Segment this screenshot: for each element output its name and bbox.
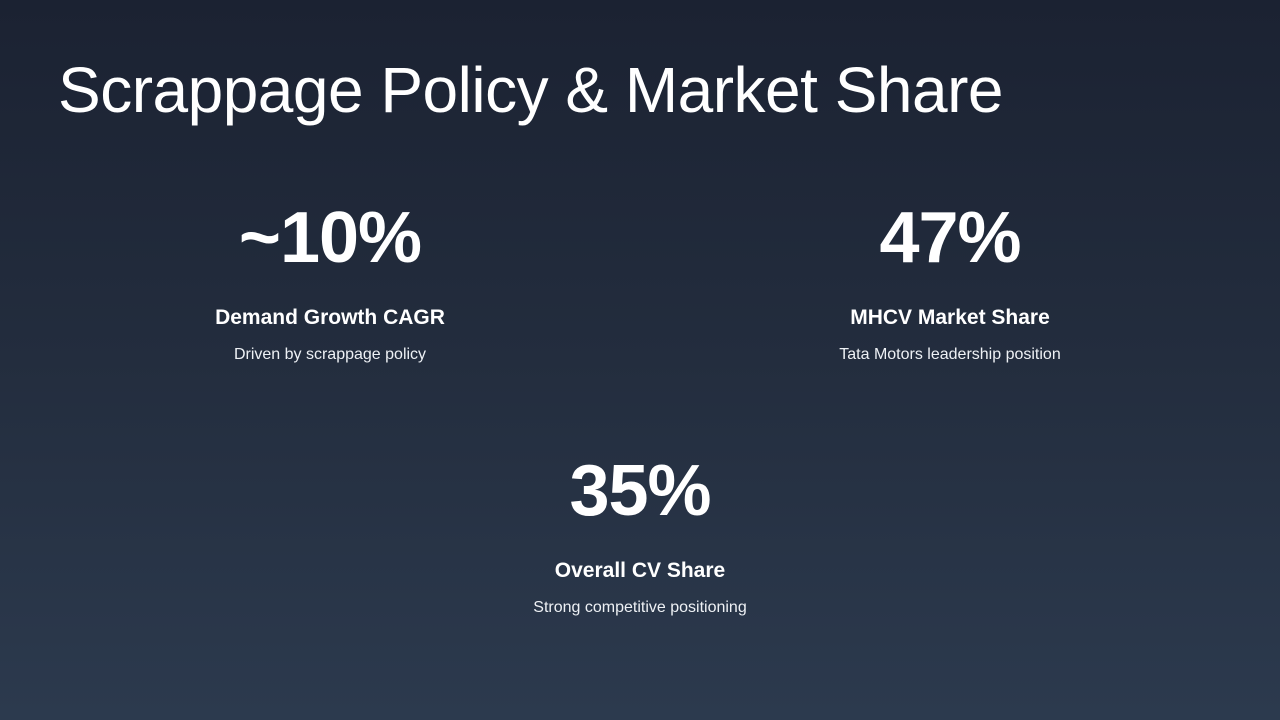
stat-card-mhcv-share: 47% MHCV Market Share Tata Motors leader…	[740, 196, 1160, 366]
stat-label: Overall CV Share	[554, 559, 726, 582]
stat-value: 35%	[569, 451, 711, 531]
stat-value: ~10%	[238, 198, 422, 278]
stat-description: Driven by scrappage policy	[233, 346, 427, 363]
slide-title: Scrappage Policy & Market Share	[58, 54, 1003, 126]
stat-label: MHCV Market Share	[850, 306, 1050, 329]
stat-value: 47%	[879, 198, 1021, 278]
stat-description: Tata Motors leadership position	[839, 346, 1061, 363]
stat-description: Strong competitive positioning	[533, 599, 747, 616]
stat-card-overall-cv-share: 35% Overall CV Share Strong competitive …	[430, 449, 850, 619]
stat-card-demand-growth: ~10% Demand Growth CAGR Driven by scrapp…	[120, 196, 540, 366]
stat-label: Demand Growth CAGR	[215, 306, 445, 329]
